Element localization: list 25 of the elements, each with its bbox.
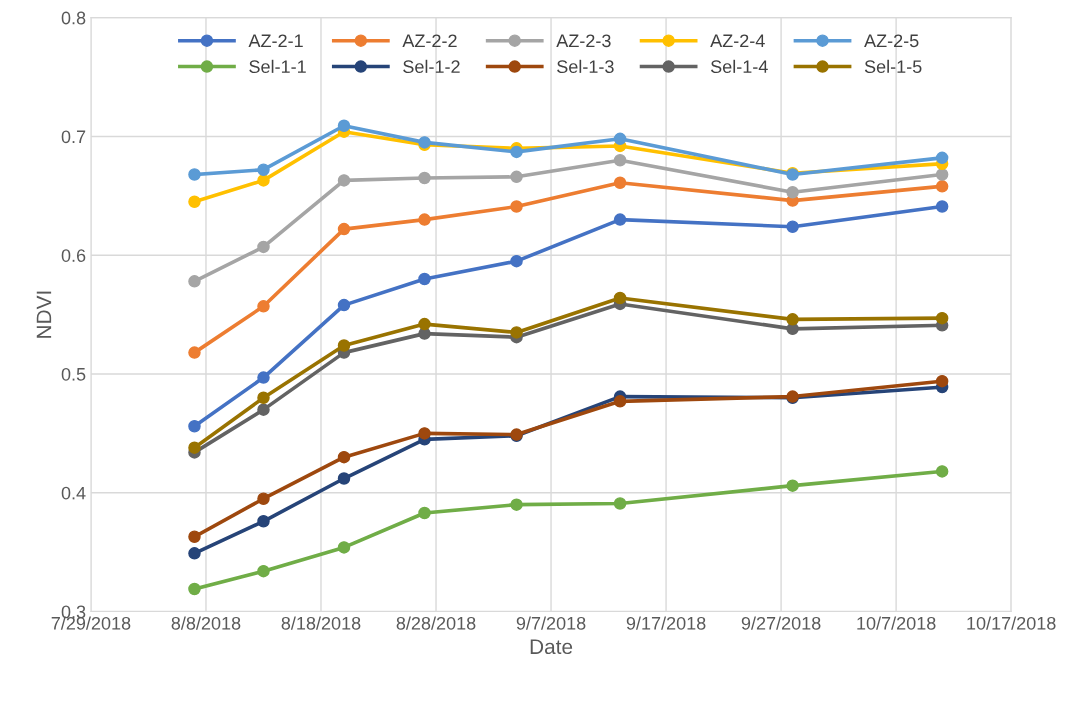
y-tick-label: 0.5 bbox=[61, 367, 86, 381]
x-tick-label: 10/17/2018 bbox=[967, 616, 1056, 630]
legend-label: AZ-2-5 bbox=[864, 34, 919, 48]
y-tick-label: 0.4 bbox=[61, 486, 86, 500]
x-tick-label: 9/17/2018 bbox=[626, 616, 706, 630]
legend-label: Sel-1-5 bbox=[864, 59, 922, 74]
legend-label: Sel-1-3 bbox=[557, 59, 614, 74]
y-tick-label: 0.6 bbox=[61, 249, 86, 262]
y-tick-label: 0.8 bbox=[61, 11, 86, 25]
legend-label: Sel-1-2 bbox=[403, 59, 460, 74]
y-axis-title: NDVI bbox=[36, 291, 52, 338]
legend-label: AZ-2-4 bbox=[710, 34, 765, 48]
legend-label: Sel-1-4 bbox=[710, 59, 768, 74]
x-tick-label: 8/8/2018 bbox=[171, 616, 241, 630]
x-tick-label: 10/7/2018 bbox=[857, 616, 936, 630]
legend-label: AZ-2-3 bbox=[556, 34, 611, 48]
legend-label: AZ-2-1 bbox=[248, 34, 303, 48]
legend-label: AZ-2-2 bbox=[402, 34, 457, 48]
x-tick-label: 9/7/2018 bbox=[516, 616, 586, 630]
x-tick-label: 8/28/2018 bbox=[396, 616, 476, 630]
legend-label: Sel-1-1 bbox=[249, 59, 306, 74]
x-tick-label: 9/27/2018 bbox=[741, 616, 821, 630]
x-axis-title: Date bbox=[530, 639, 573, 655]
x-tick-label: 8/18/2018 bbox=[281, 616, 361, 630]
y-tick-label: 0.7 bbox=[61, 130, 86, 144]
